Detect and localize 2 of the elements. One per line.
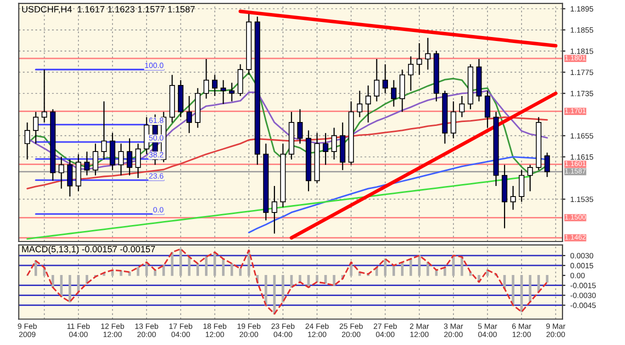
chart-title: USDCHF,H4 1.1617 1.1623 1.1577 1.1587 xyxy=(22,6,195,14)
chart-title: MACD(5,13,1) -0.00157 -0.00157 xyxy=(22,246,156,254)
